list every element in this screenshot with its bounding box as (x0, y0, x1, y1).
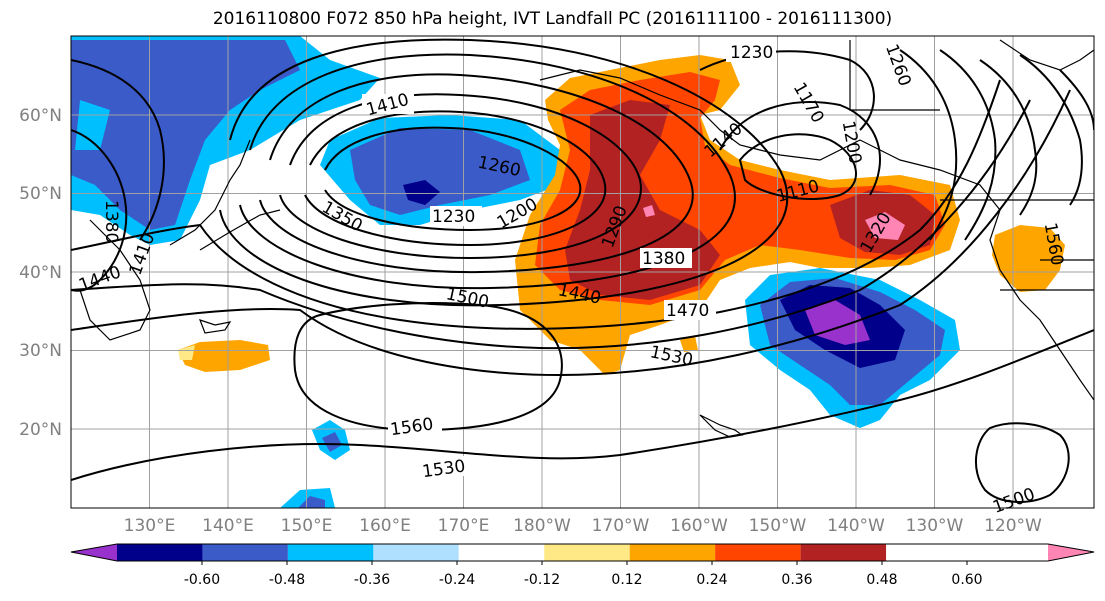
contour-label: 1380 (101, 200, 121, 243)
colorbar-tick-label: 0.48 (866, 572, 897, 588)
colorbar: -0.60 -0.48 -0.36 -0.24 -0.12 0.12 0.24 … (70, 543, 1095, 588)
lat-label: 60°N (19, 106, 62, 126)
colorbar-left-extension (71, 544, 117, 561)
lon-label: 180°W (513, 516, 571, 536)
lon-label: 150°W (749, 516, 807, 536)
height-contours (71, 38, 1094, 503)
colorbar-right-extension (1048, 544, 1094, 561)
colorbar-segment (715, 544, 801, 561)
colorbar-segment (287, 544, 374, 561)
lon-label: 150°E (281, 516, 333, 536)
graticule (71, 36, 1094, 508)
colorbar-segment (544, 544, 630, 561)
lat-label: 40°N (19, 263, 62, 283)
colorbar-segment (458, 544, 545, 561)
lon-label: 170°E (438, 516, 490, 536)
colorbar-segment (373, 544, 459, 561)
map-border (70, 35, 1095, 509)
lon-label: 160°W (670, 516, 728, 536)
colorbar-segment (117, 544, 203, 561)
colorbar-segment (629, 544, 716, 561)
lat-label: 30°N (19, 341, 62, 361)
colorbar-tick-label: -0.60 (184, 572, 220, 588)
colorbar-tick-label: 0.24 (696, 572, 727, 588)
colorbar-segment (202, 544, 288, 561)
contour-label: 1230 (432, 207, 475, 227)
lon-label: 140°E (202, 516, 254, 536)
colorbar-tick-label: -0.36 (354, 572, 390, 588)
contour-label: 1470 (666, 301, 709, 321)
colorbar-tick-label: -0.48 (269, 572, 305, 588)
lat-label: 50°N (19, 184, 62, 204)
lon-label: 140°W (827, 516, 885, 536)
lat-label: 20°N (19, 420, 62, 440)
colorbar-tick-label: 0.36 (781, 572, 812, 588)
longitude-labels: 130°E 140°E 150°E 160°E 170°E 180°W 170°… (124, 516, 1042, 536)
map-title: 2016110800 F072 850 hPa height, IVT Land… (212, 9, 893, 29)
colorbar-tick-label: 0.60 (951, 572, 982, 588)
colorbar-tick-label: 0.12 (611, 572, 642, 588)
latitude-labels: 60°N 50°N 40°N 30°N 20°N (19, 106, 62, 440)
lon-label: 170°W (592, 516, 650, 536)
colorbar-tick-label: -0.24 (439, 572, 475, 588)
contour-label: 1380 (642, 249, 685, 269)
contour-label: 1230 (730, 43, 773, 63)
colorbar-segment (800, 544, 887, 561)
lon-label: 130°E (124, 516, 176, 536)
lon-label: 160°E (359, 516, 411, 536)
lon-label: 120°W (984, 516, 1042, 536)
colorbar-tick-label: -0.12 (524, 572, 560, 588)
lon-label: 130°W (906, 516, 964, 536)
